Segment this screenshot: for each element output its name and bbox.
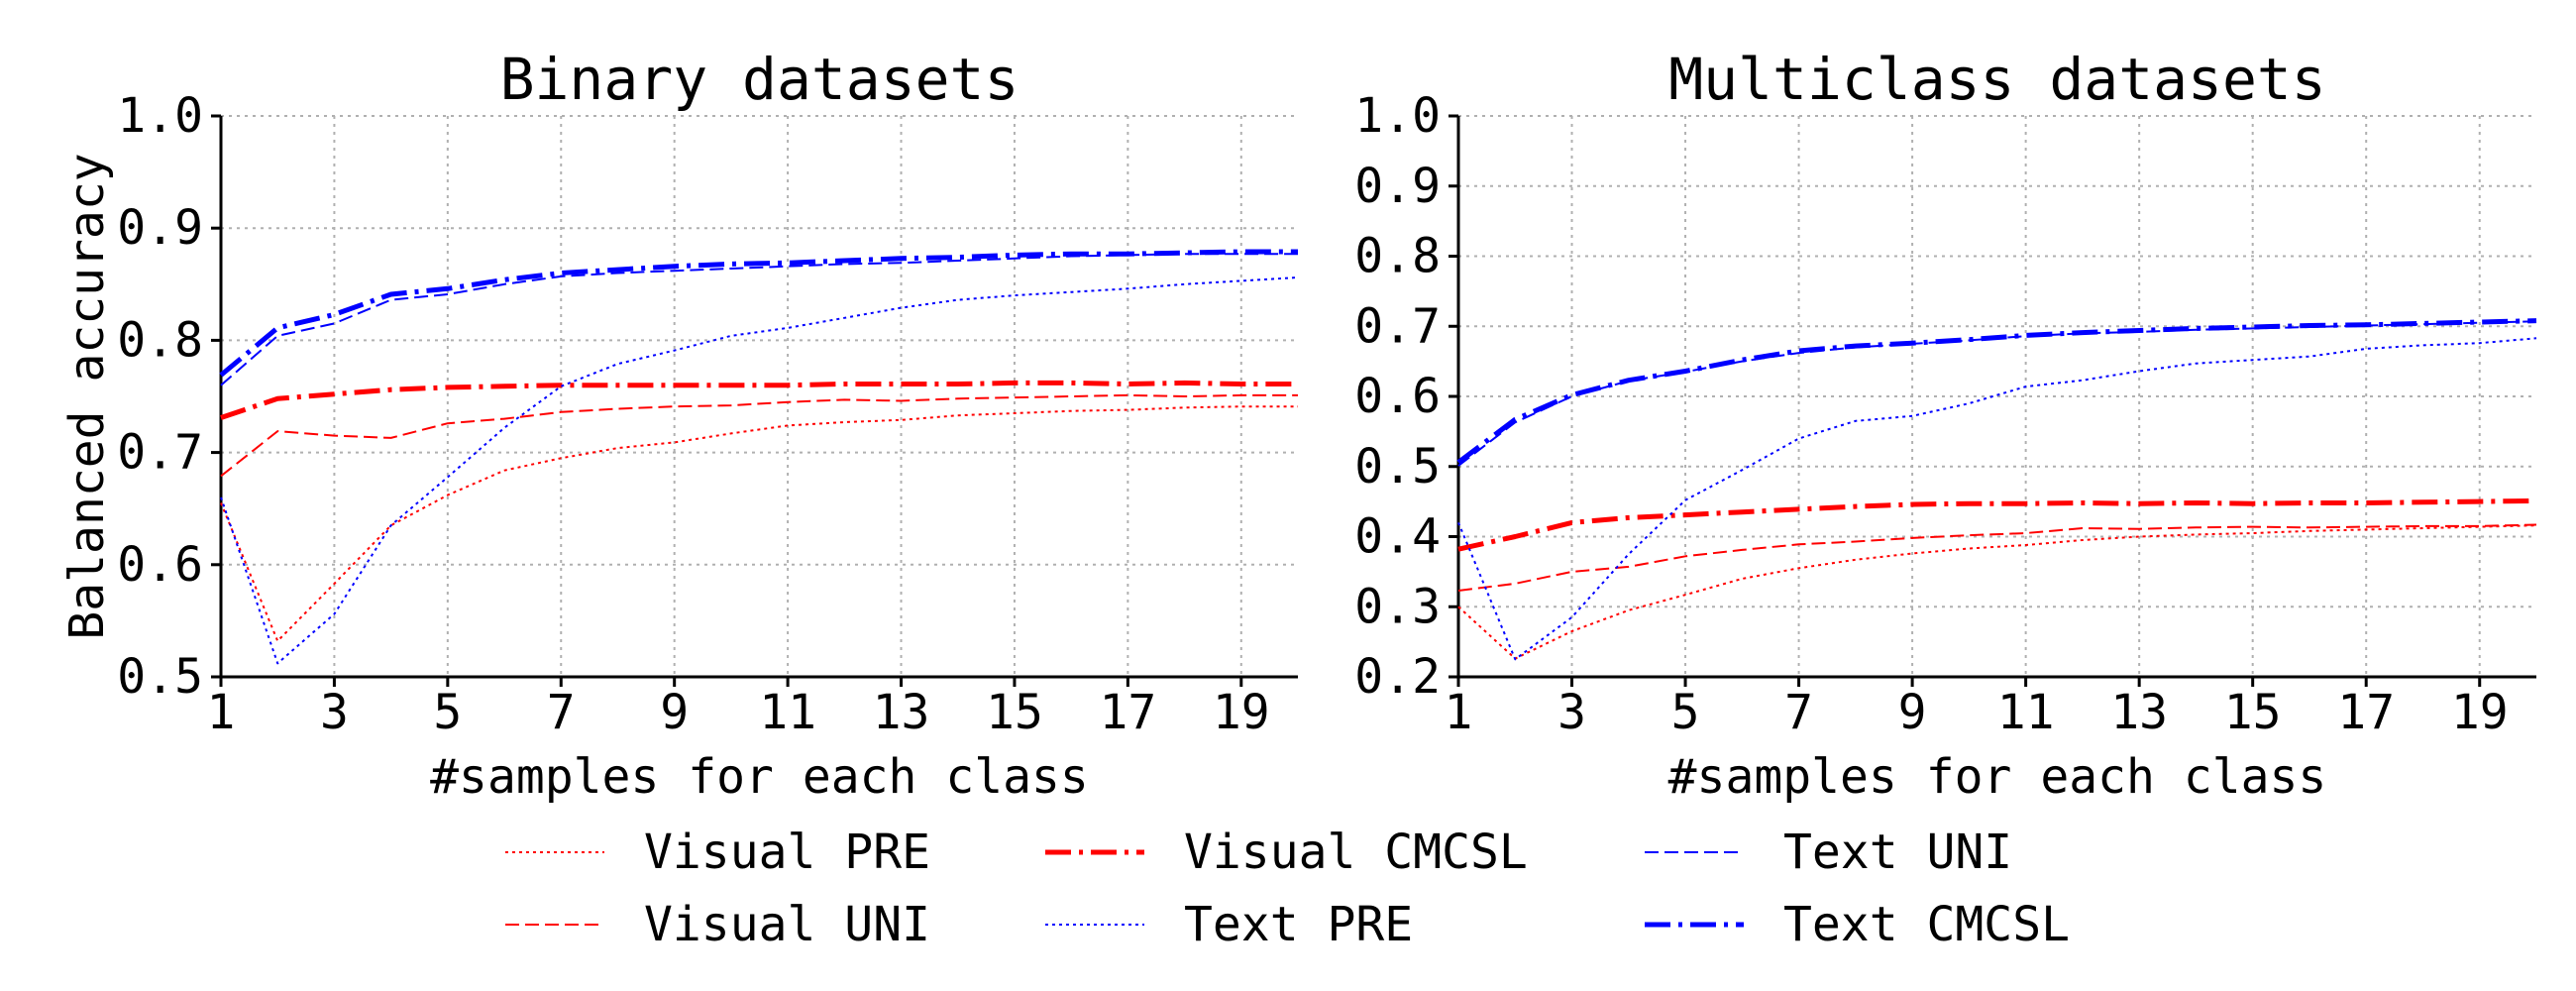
y-tick-label: 0.6	[1354, 369, 1441, 424]
legend-item-text-cmcsl: Text CMCSL	[1645, 897, 2070, 952]
x-tick-label: 13	[873, 685, 930, 740]
y-tick-label: 0.4	[1354, 509, 1441, 565]
y-tick-label: 0.3	[1354, 579, 1441, 634]
y-tick-label: 1.0	[1354, 88, 1441, 144]
chart-panel-2: 0.20.30.40.50.60.70.80.91.01 3 5 7 9 11 13 15 17…	[1354, 46, 2537, 805]
y-tick-label: 0.5	[117, 649, 203, 705]
series-line-text-pre	[220, 276, 1299, 665]
x-tick-label: 3	[1557, 685, 1586, 740]
x-tick-label: 1	[1445, 685, 1473, 740]
y-tick-label: 0.9	[117, 200, 203, 256]
chart-panel-1: 0.50.60.70.80.91.01 3 5 7 9 11 13 15 17 19Binary …	[59, 46, 1299, 805]
x-tick-label: 11	[759, 685, 816, 740]
y-tick-label: 1.0	[117, 88, 203, 144]
y-tick-label: 0.6	[117, 537, 203, 593]
series-line-visual-cmcsl	[220, 380, 1298, 420]
x-tick-label: 19	[1213, 685, 1270, 740]
x-tick-label: 17	[1099, 685, 1156, 740]
x-tick-label: 9	[660, 685, 689, 740]
legend-label: Visual UNI	[644, 897, 930, 952]
series-line-visual-pre	[1457, 524, 2537, 660]
series-line-text-uni	[220, 253, 1298, 386]
series-line-text-cmcsl	[219, 249, 1298, 378]
y-tick-label: 0.7	[1354, 298, 1441, 354]
x-tick-label: 17	[2337, 685, 2395, 740]
x-tick-label: 9	[1898, 685, 1927, 740]
series-line-text-uni	[1457, 320, 2537, 467]
legend-item-visual-cmcsl: Visual CMCSL	[1045, 825, 1528, 880]
y-tick-label: 0.2	[1354, 649, 1441, 705]
x-tick-label: 19	[2451, 685, 2509, 740]
y-tick-label: 0.9	[1354, 159, 1441, 214]
x-tick-label: 3	[320, 685, 349, 740]
x-tick-label: 15	[986, 685, 1043, 740]
x-tick-label: 7	[547, 685, 576, 740]
series-line-text-cmcsl	[1456, 318, 2537, 465]
series-line-visual-uni	[1457, 523, 2537, 592]
x-axis-label: #samples for each class	[430, 749, 1089, 805]
x-tick-label: 13	[2110, 685, 2168, 740]
x-tick-label: 5	[433, 685, 462, 740]
legend-label: Text UNI	[1783, 825, 2012, 880]
y-tick-label: 0.7	[117, 425, 203, 481]
legend: Visual PRE Visual UNI Visual CMCSL Text PRE…	[505, 825, 2070, 952]
y-tick-label: 0.5	[1354, 439, 1441, 495]
y-axis-label: Balanced accuracy	[59, 153, 115, 639]
x-tick-label: 11	[1997, 685, 2055, 740]
y-tick-label: 0.8	[117, 312, 203, 368]
x-tick-label: 5	[1671, 685, 1700, 740]
chart-title: Multiclass datasets	[1668, 46, 2325, 113]
legend-label: Visual CMCSL	[1184, 825, 1528, 880]
x-tick-label: 1	[207, 685, 236, 740]
x-tick-label: 7	[1784, 685, 1813, 740]
series-line-text-pre	[1457, 337, 2537, 661]
y-tick-label: 0.8	[1354, 229, 1441, 284]
legend-item-text-pre: Text PRE	[1045, 897, 1413, 952]
series-line-visual-uni	[220, 393, 1298, 478]
x-axis-label: #samples for each class	[1668, 749, 2327, 805]
legend-item-visual-pre: Visual PRE	[505, 825, 930, 880]
legend-item-visual-uni: Visual UNI	[505, 897, 930, 952]
legend-label: Text CMCSL	[1783, 897, 2070, 952]
legend-label: Visual PRE	[644, 825, 930, 880]
legend-item-text-uni: Text UNI	[1645, 825, 2012, 880]
x-tick-label: 15	[2224, 685, 2282, 740]
chart-title: Binary datasets	[500, 46, 1020, 113]
legend-label: Text PRE	[1184, 897, 1413, 952]
series-line-visual-cmcsl	[1457, 497, 2537, 552]
series-line-visual-pre	[220, 405, 1298, 642]
